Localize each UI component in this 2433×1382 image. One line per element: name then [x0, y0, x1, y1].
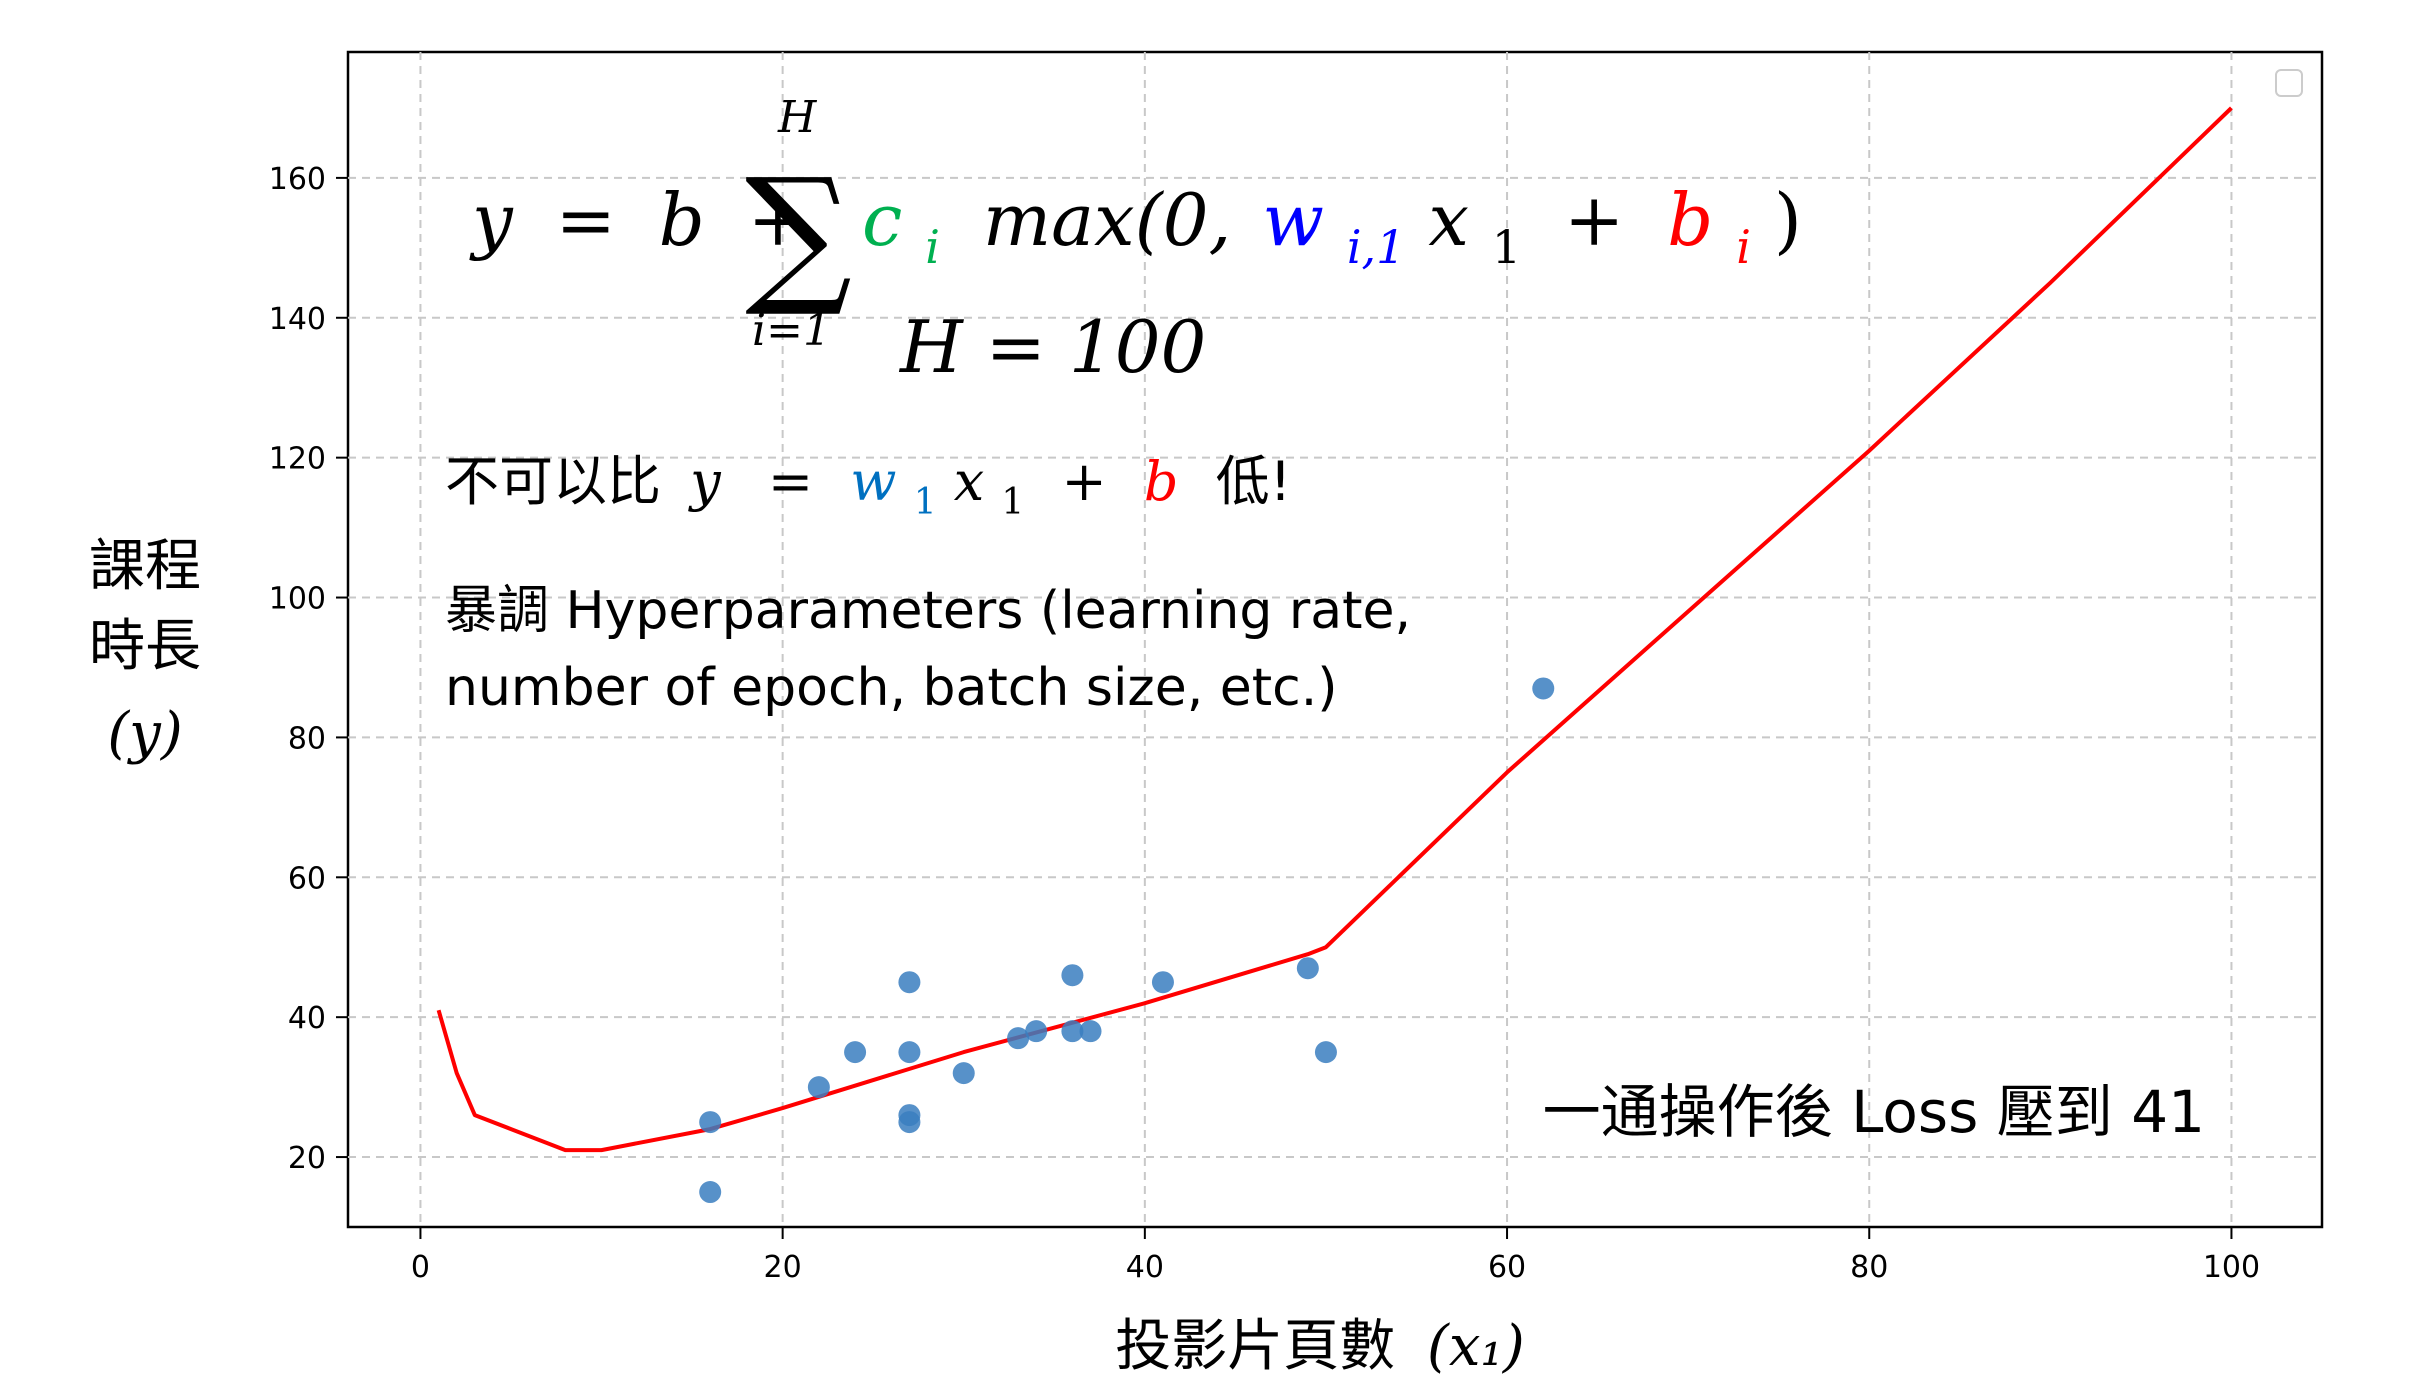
data-point [1025, 1020, 1048, 1043]
formula-annotation: y = b + ∑ H i=1 c i max(0, w i,1 x 1 + b… [469, 92, 1802, 389]
fit-line [436, 106, 2233, 1153]
data-point [1314, 1041, 1337, 1064]
compare-eq: = [768, 450, 813, 513]
data-point [1296, 957, 1319, 980]
compare-prefix: 不可以比 [445, 450, 661, 513]
formula-w-sub: i,1 [1347, 220, 1406, 274]
y-label-line-2: 時長 [89, 614, 201, 679]
data-point [898, 971, 921, 994]
compare-plus: + [1061, 450, 1106, 513]
data-point [952, 1062, 975, 1085]
data-point [1061, 1020, 1084, 1043]
formula-plus-2: + [1564, 178, 1624, 262]
compare-x-sub: 1 [1001, 482, 1024, 523]
svg-text:c i max(0, w: c i max(0, w i,1 x 1 + b i ) [862, 178, 1802, 280]
x-label-var: (x₁) [1427, 1314, 1525, 1379]
compare-y: y [688, 450, 722, 513]
x-label-text: 投影片頁數 [1115, 1314, 1395, 1379]
compare-x: x [954, 450, 984, 513]
data-point [898, 1041, 921, 1064]
formula-b: b [659, 178, 705, 262]
y-tick-label: 80 [288, 721, 326, 756]
formula-bi-sub: i [1736, 220, 1751, 274]
formula-h-value: H = 100 [898, 305, 1206, 389]
y-tick-label: 140 [269, 302, 326, 337]
data-point [898, 1111, 921, 1134]
compare-b: b [1144, 450, 1179, 513]
axis-ticks: 0 20 40 60 80 100 20 40 60 80 100 120 140 160 [269, 162, 2260, 1285]
data-point [1079, 1020, 1102, 1043]
data-point [1532, 677, 1555, 700]
formula-c: c [862, 178, 902, 262]
x-tick-label: 80 [1850, 1250, 1888, 1285]
y-tick-label: 120 [269, 442, 326, 477]
y-tick-label: 60 [288, 861, 326, 896]
x-tick-label: 60 [1488, 1250, 1526, 1285]
tune-line-1: 暴調 Hyperparameters (learning rate, [445, 581, 1411, 641]
formula-bi: b [1667, 178, 1713, 262]
x-tick-label: 40 [1126, 1250, 1164, 1285]
data-point [699, 1111, 722, 1134]
x-tick-label: 20 [764, 1250, 802, 1285]
x-axis-label: 投影片頁數 (x₁) [1115, 1314, 1525, 1379]
compare-suffix: 低! [1216, 450, 1292, 513]
data-point [699, 1181, 722, 1204]
formula-x: x [1428, 178, 1469, 262]
compare-w-sub: 1 [914, 482, 937, 523]
tune-line-2: number of epoch, batch size, etc.) [445, 658, 1338, 718]
formula-close: ) [1774, 178, 1802, 262]
data-point [1007, 1027, 1030, 1050]
svg-text:y = b +: y = b + [469, 178, 808, 262]
compare-w: w [850, 450, 896, 513]
scatter-layer [699, 677, 1555, 1204]
y-label-line-1: 課程 [89, 534, 201, 599]
sum-symbol: ∑ [745, 147, 852, 321]
y-tick-label: 100 [269, 582, 326, 617]
y-tick-label: 40 [288, 1001, 326, 1036]
data-point [1061, 964, 1084, 987]
data-point [844, 1041, 867, 1064]
formula-c-sub: i [925, 220, 940, 274]
fit-line-layer [436, 106, 2233, 1153]
x-tick-label: 0 [411, 1250, 430, 1285]
formula-w: w [1262, 178, 1324, 262]
y-tick-label: 160 [269, 162, 326, 197]
plot-area [346, 50, 2324, 1229]
formula-y: y [469, 178, 514, 262]
formula-x-sub: 1 [1492, 220, 1521, 274]
y-label-line-3: (y) [107, 701, 182, 766]
data-point [1151, 971, 1174, 994]
sum-top: H [777, 92, 818, 143]
compare-annotation: 不可以比 y = w 1 x 1 + b 低! [445, 450, 1291, 527]
formula-max: max(0, [983, 178, 1232, 262]
x-tick-label: 100 [2203, 1250, 2260, 1285]
y-tick-label: 20 [288, 1141, 326, 1176]
sum-bottom: i=1 [752, 305, 831, 356]
legend-box [2275, 69, 2303, 97]
formula-plus: + [748, 178, 808, 262]
formula-eq: = [556, 178, 616, 262]
data-point [807, 1076, 830, 1099]
gridlines [348, 52, 2322, 1227]
loss-note: 一通操作後 Loss 壓到 41 [1543, 1078, 2205, 1146]
y-axis-label: 課程 時長 (y) [89, 534, 201, 766]
